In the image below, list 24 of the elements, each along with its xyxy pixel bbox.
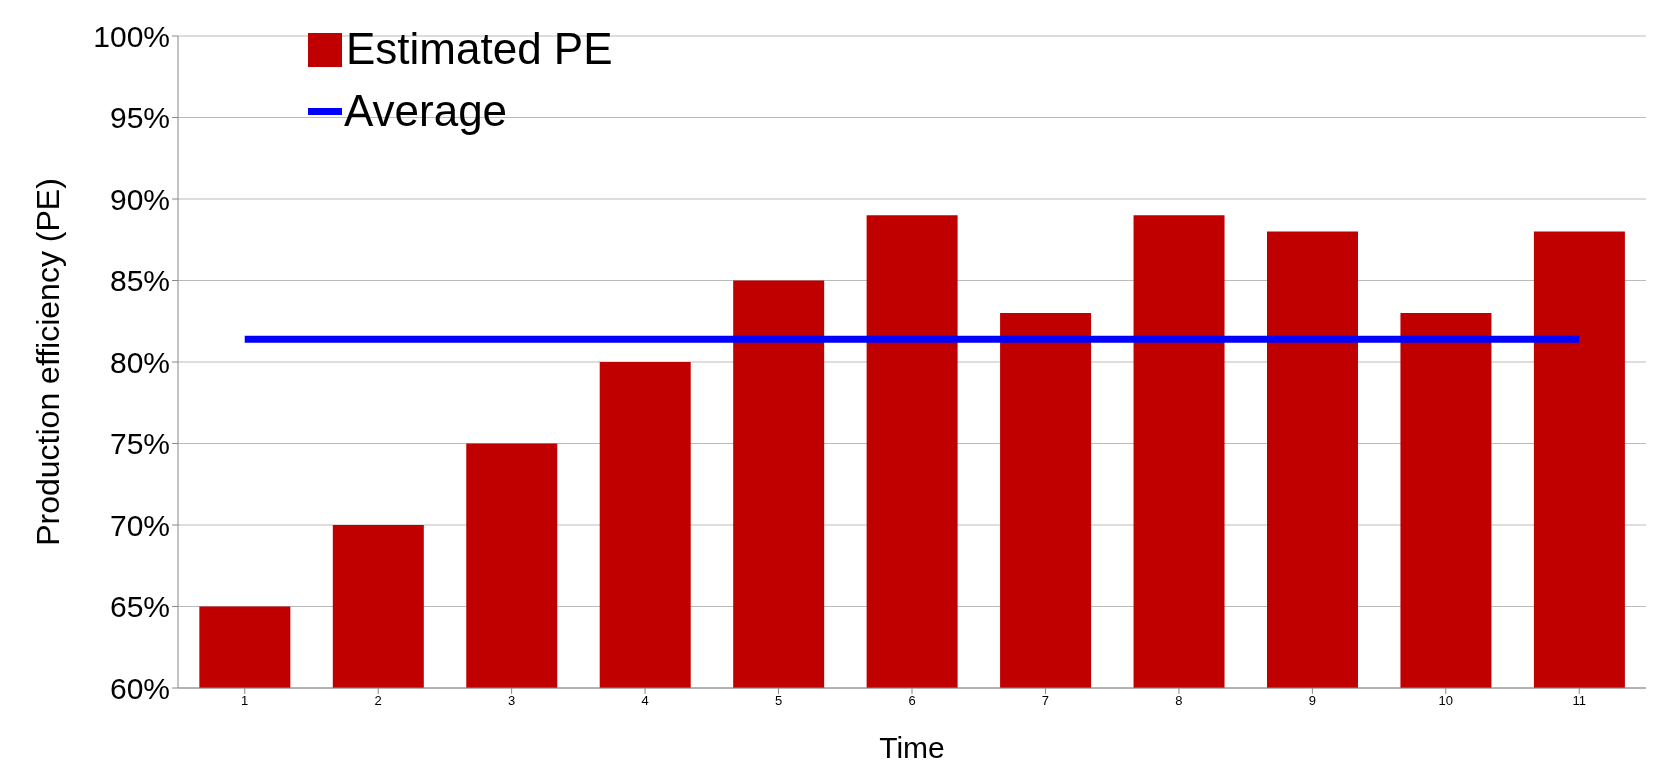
- x-axis-title: Time: [879, 731, 945, 764]
- y-axis-title: Production efficiency (PE): [30, 178, 67, 546]
- y-tick-label: 95%: [109, 101, 170, 135]
- x-tick-label: 2: [374, 693, 382, 709]
- y-tick-label: 80%: [109, 345, 170, 379]
- y-tick-label: 65%: [109, 590, 170, 624]
- x-tick-label: 8: [1175, 693, 1183, 709]
- x-tick-label: 10: [1438, 693, 1454, 709]
- y-tick-label: 90%: [109, 182, 170, 216]
- x-tick-label: 1: [241, 693, 249, 709]
- x-tick-label: 5: [774, 693, 783, 709]
- legend-label: Average: [344, 85, 508, 137]
- y-tick-label: 100%: [93, 19, 170, 53]
- y-tick-label: 75%: [109, 427, 170, 461]
- x-tick-label: 4: [641, 693, 649, 709]
- x-tick-label: 6: [908, 693, 916, 709]
- x-tick-label: 7: [1041, 693, 1050, 709]
- y-tick-label: 85%: [109, 264, 170, 298]
- y-tick-label: 60%: [109, 671, 170, 705]
- x-tick-label: 11: [1572, 693, 1587, 709]
- x-tick-label: 9: [1308, 693, 1316, 709]
- legend-label: Estimated PE: [346, 23, 613, 75]
- y-tick-label: 70%: [109, 508, 170, 542]
- x-tick-label: 3: [508, 693, 516, 709]
